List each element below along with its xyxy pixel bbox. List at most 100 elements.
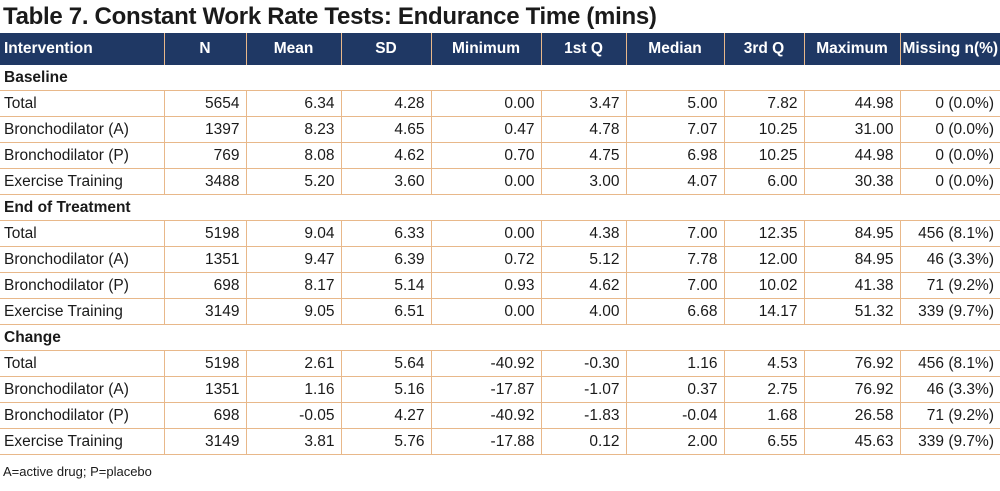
column-header-maximum: Maximum xyxy=(803,33,901,65)
table-cell: 10.02 xyxy=(723,272,805,299)
table-cell: 9.04 xyxy=(245,220,342,247)
table-cell: 6.34 xyxy=(245,90,342,117)
table-cell: 7.00 xyxy=(625,220,725,247)
table-cell: -0.05 xyxy=(245,402,342,429)
table-cell: 0 (0.0%) xyxy=(899,90,1000,117)
table-cell: 9.05 xyxy=(245,298,342,325)
section-label: Change xyxy=(0,324,1000,351)
row-label-cell: Total xyxy=(0,90,165,117)
table-row: Bronchodilator (P) 698 8.17 5.14 0.93 4.62 7.0… xyxy=(0,272,1000,299)
row-label-cell: Total xyxy=(0,350,165,377)
table-cell: 3149 xyxy=(163,298,247,325)
table-cell: 698 xyxy=(163,272,247,299)
table-cell: 4.53 xyxy=(723,350,805,377)
table-cell: 4.75 xyxy=(540,142,627,169)
table-row: Exercise Training 3488 5.20 3.60 0.00 3.00 4.0… xyxy=(0,168,1000,195)
table-cell: -0.04 xyxy=(625,402,725,429)
table-cell: 0.93 xyxy=(430,272,542,299)
table-cell: 44.98 xyxy=(803,142,901,169)
table-cell: 0.70 xyxy=(430,142,542,169)
column-header-3rd-q: 3rd Q xyxy=(723,33,805,65)
table-cell: 84.95 xyxy=(803,220,901,247)
column-header-n: N xyxy=(163,33,247,65)
row-label-cell: Bronchodilator (A) xyxy=(0,116,165,143)
row-label-cell: Total xyxy=(0,220,165,247)
table-row: Exercise Training 3149 9.05 6.51 0.00 4.00 6.6… xyxy=(0,298,1000,325)
table-cell: 0 (0.0%) xyxy=(899,142,1000,169)
table-cell: 0.12 xyxy=(540,428,627,455)
column-header-1st-q: 1st Q xyxy=(540,33,627,65)
table-cell: 1351 xyxy=(163,376,247,403)
table-cell: -40.92 xyxy=(430,402,542,429)
table-cell: 6.39 xyxy=(340,246,432,273)
table-row: Exercise Training 3149 3.81 5.76 -17.88 0.12 2… xyxy=(0,428,1000,455)
column-header-mean: Mean xyxy=(245,33,342,65)
column-header-missing: Missing n(%) xyxy=(899,33,1000,65)
table-cell: 3149 xyxy=(163,428,247,455)
footnote: A=active drug; P=placebo xyxy=(3,464,152,479)
table-row: Bronchodilator (A) 1397 8.23 4.65 0.47 4.78 7.… xyxy=(0,116,1000,143)
section-label: End of Treatment xyxy=(0,194,1000,221)
table-cell: 0.00 xyxy=(430,298,542,325)
table-cell: 46 (3.3%) xyxy=(899,376,1000,403)
table-cell: -17.88 xyxy=(430,428,542,455)
table-cell: 76.92 xyxy=(803,376,901,403)
table-cell: 0.47 xyxy=(430,116,542,143)
column-header-median: Median xyxy=(625,33,725,65)
table-row: Bronchodilator (P) 698 -0.05 4.27 -40.92 -1.8… xyxy=(0,402,1000,429)
section-header-row: Baseline xyxy=(0,65,1000,91)
table-cell: 4.38 xyxy=(540,220,627,247)
row-label-cell: Bronchodilator (P) xyxy=(0,402,165,429)
section-header-row: End of Treatment xyxy=(0,194,1000,221)
table-cell: 6.98 xyxy=(625,142,725,169)
row-label-cell: Bronchodilator (A) xyxy=(0,376,165,403)
table-cell: 4.62 xyxy=(540,272,627,299)
table-row: Total 5198 2.61 5.64 -40.92 -0.30 1.16 4.53 76.9… xyxy=(0,350,1000,377)
table-cell: 12.35 xyxy=(723,220,805,247)
table-cell: 1.16 xyxy=(625,350,725,377)
table-cell: 339 (9.7%) xyxy=(899,298,1000,325)
table-cell: 769 xyxy=(163,142,247,169)
table-cell: 7.07 xyxy=(625,116,725,143)
row-label-cell: Bronchodilator (A) xyxy=(0,246,165,273)
table-cell: 0 (0.0%) xyxy=(899,168,1000,195)
table-cell: 5.16 xyxy=(340,376,432,403)
table-cell: 4.62 xyxy=(340,142,432,169)
table-cell: 5.14 xyxy=(340,272,432,299)
table-cell: 4.65 xyxy=(340,116,432,143)
table-cell: 0 (0.0%) xyxy=(899,116,1000,143)
column-header-sd: SD xyxy=(340,33,432,65)
table-cell: -0.30 xyxy=(540,350,627,377)
table-cell: 1397 xyxy=(163,116,247,143)
table-cell: 1.68 xyxy=(723,402,805,429)
table-cell: 456 (8.1%) xyxy=(899,220,1000,247)
table-cell: 698 xyxy=(163,402,247,429)
table-cell: -17.87 xyxy=(430,376,542,403)
row-label-cell: Exercise Training xyxy=(0,298,165,325)
table-cell: 51.32 xyxy=(803,298,901,325)
table-row: Bronchodilator (A) 1351 1.16 5.16 -17.87 -1.0… xyxy=(0,376,1000,403)
table-row: Total 5198 9.04 6.33 0.00 4.38 7.00 12.35 84.95 4… xyxy=(0,220,1000,247)
table-cell: 3488 xyxy=(163,168,247,195)
table-cell: 26.58 xyxy=(803,402,901,429)
row-label-cell: Exercise Training xyxy=(0,168,165,195)
table-cell: 71 (9.2%) xyxy=(899,272,1000,299)
table-cell: 0.37 xyxy=(625,376,725,403)
table-cell: 6.68 xyxy=(625,298,725,325)
table-cell: 5.76 xyxy=(340,428,432,455)
table-cell: -1.07 xyxy=(540,376,627,403)
table-row: Bronchodilator (A) 1351 9.47 6.39 0.72 5.12 7.… xyxy=(0,246,1000,273)
row-label-cell: Bronchodilator (P) xyxy=(0,272,165,299)
table-cell: 45.63 xyxy=(803,428,901,455)
table-cell: 14.17 xyxy=(723,298,805,325)
table-cell: 76.92 xyxy=(803,350,901,377)
table-cell: 46 (3.3%) xyxy=(899,246,1000,273)
table-cell: 9.47 xyxy=(245,246,342,273)
table-cell: 1.16 xyxy=(245,376,342,403)
section-label: Baseline xyxy=(0,65,1000,91)
table-cell: 5.64 xyxy=(340,350,432,377)
table-cell: 5198 xyxy=(163,220,247,247)
table-cell: 12.00 xyxy=(723,246,805,273)
table-cell: 2.75 xyxy=(723,376,805,403)
row-label-cell: Bronchodilator (P) xyxy=(0,142,165,169)
